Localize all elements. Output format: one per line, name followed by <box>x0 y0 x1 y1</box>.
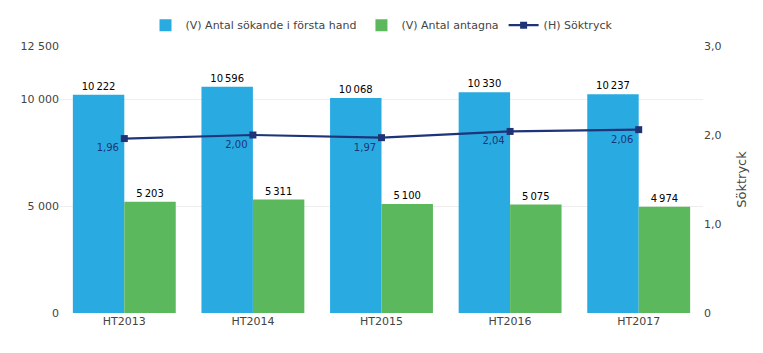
svg-text:HT2016: HT2016 <box>489 315 532 328</box>
svg-text:1,96: 1,96 <box>97 142 119 153</box>
svg-text:10 068: 10 068 <box>339 84 373 95</box>
svg-text:10 222: 10 222 <box>82 81 116 92</box>
svg-text:1,97: 1,97 <box>354 142 376 153</box>
svg-text:2,04: 2,04 <box>482 135 504 146</box>
svg-text:2,06: 2,06 <box>611 134 633 145</box>
svg-text:2,0: 2,0 <box>704 129 722 142</box>
svg-text:10 330: 10 330 <box>467 78 501 89</box>
svg-text:10 237: 10 237 <box>596 80 630 91</box>
svg-text:10 596: 10 596 <box>210 73 244 84</box>
svg-text:4 974: 4 974 <box>651 193 678 204</box>
svg-text:5 311: 5 311 <box>265 186 292 197</box>
svg-text:2,00: 2,00 <box>225 139 247 150</box>
svg-text:(H) Söktryck: (H) Söktryck <box>544 19 613 32</box>
svg-text:5 075: 5 075 <box>522 191 549 202</box>
svg-text:HT2014: HT2014 <box>231 315 274 328</box>
svg-text:3,0: 3,0 <box>704 40 722 53</box>
svg-text:(V) Antal sökande i första han: (V) Antal sökande i första hand <box>186 19 357 32</box>
svg-text:5 203: 5 203 <box>136 188 163 199</box>
svg-text:HT2015: HT2015 <box>360 315 403 328</box>
svg-text:1,0: 1,0 <box>704 218 722 231</box>
svg-text:0: 0 <box>704 307 711 320</box>
svg-text:0: 0 <box>52 307 59 320</box>
svg-text:HT2013: HT2013 <box>103 315 146 328</box>
svg-text:5 100: 5 100 <box>393 190 420 201</box>
svg-text:5 000: 5 000 <box>28 200 60 213</box>
svg-text:Söktryck: Söktryck <box>734 151 749 208</box>
svg-text:12 500: 12 500 <box>21 40 60 53</box>
svg-text:10 000: 10 000 <box>21 93 60 106</box>
svg-text:(V) Antal antagna: (V) Antal antagna <box>401 19 498 32</box>
svg-text:HT2017: HT2017 <box>617 315 660 328</box>
